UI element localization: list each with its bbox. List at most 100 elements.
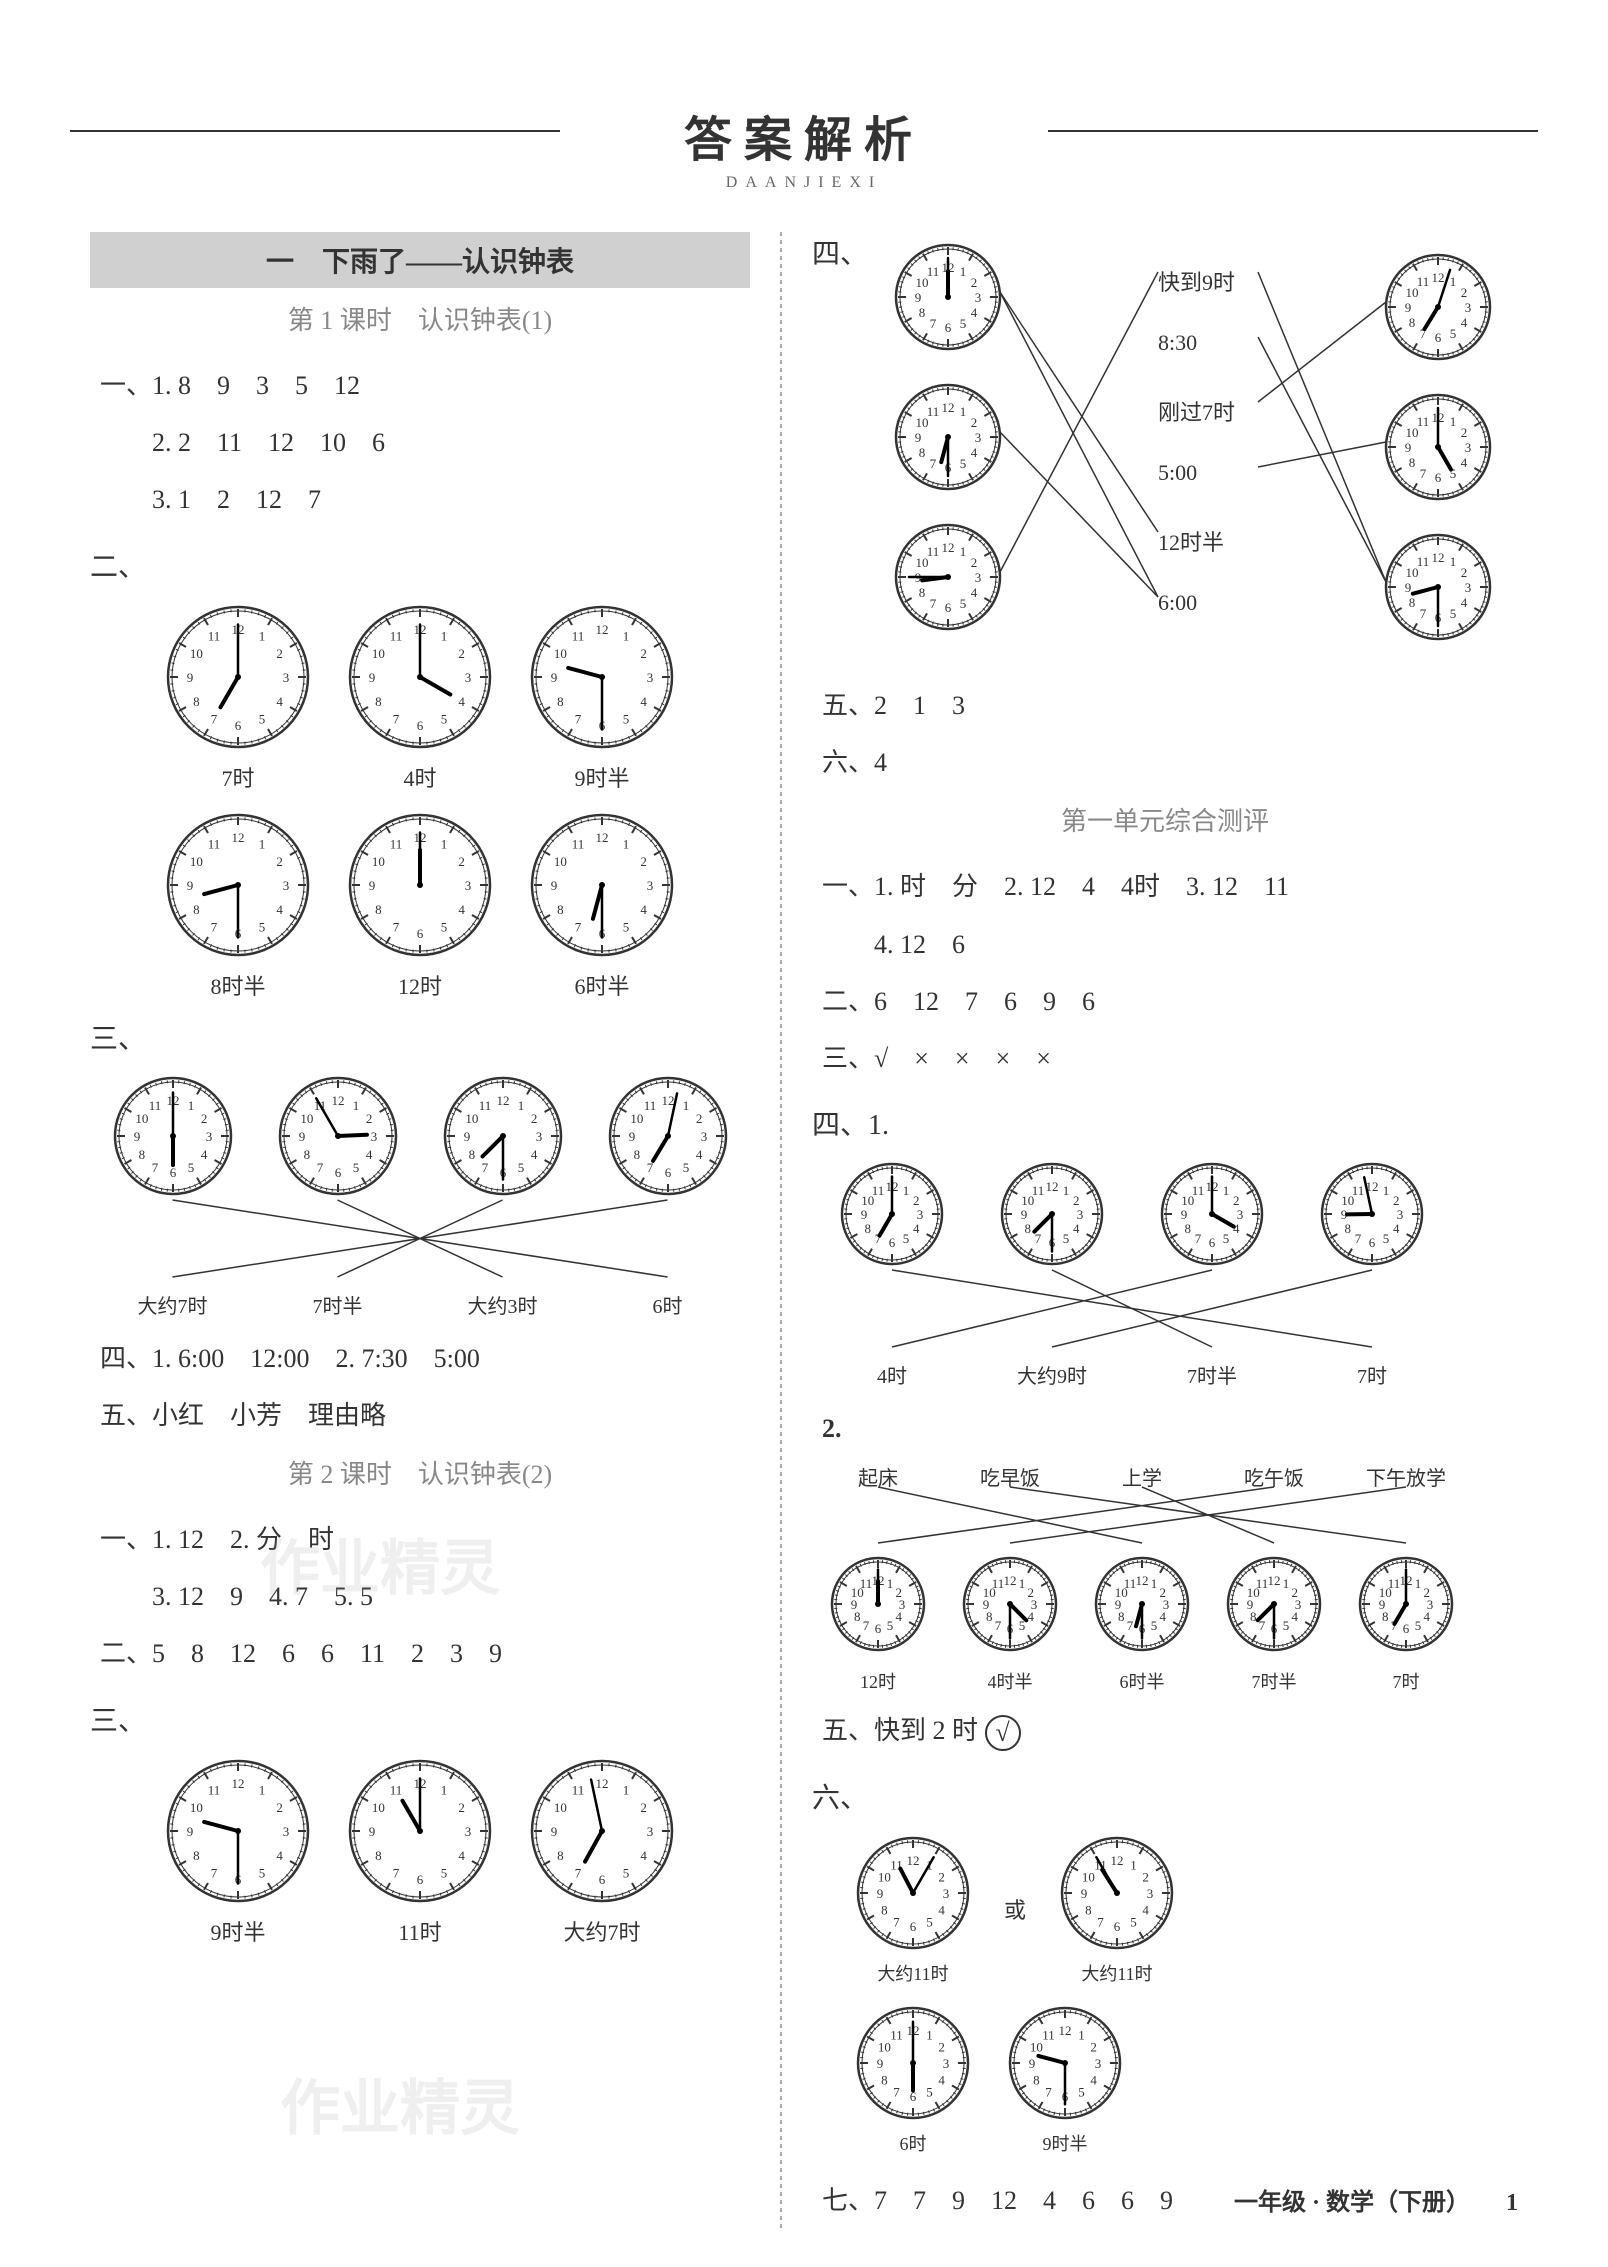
match-mid-label: 5:00 (1158, 460, 1197, 486)
answer-line: 一、1. 时 分 2. 12 4 4时 3. 12 11 (812, 858, 1518, 915)
svg-text:6: 6 (945, 600, 952, 615)
svg-text:2: 2 (530, 1111, 537, 1126)
svg-text:12: 12 (1135, 1573, 1148, 1588)
svg-text:2: 2 (458, 854, 465, 869)
svg-text:8: 8 (919, 305, 926, 320)
svg-text:11: 11 (1032, 1183, 1045, 1198)
svg-text:10: 10 (1082, 1869, 1095, 1884)
svg-text:3: 3 (283, 878, 290, 893)
svg-text:1: 1 (259, 1782, 266, 1797)
svg-text:4: 4 (1090, 2072, 1097, 2087)
svg-text:4: 4 (1160, 1609, 1167, 1624)
clock-label: 8时半 (162, 969, 314, 1001)
svg-text:11: 11 (1192, 1183, 1205, 1198)
svg-text:4: 4 (276, 1848, 283, 1863)
svg-text:2: 2 (971, 415, 978, 430)
svg-text:4: 4 (640, 694, 647, 709)
svg-text:7: 7 (393, 919, 400, 934)
check-circle: √ (985, 1715, 1021, 1751)
match-mid-label: 12时半 (1158, 525, 1224, 557)
svg-text:7: 7 (211, 1865, 218, 1880)
svg-text:1: 1 (352, 1097, 359, 1112)
svg-text:10: 10 (878, 1869, 891, 1884)
q4-1-label: 四、1. (812, 1103, 1518, 1143)
matching-diagram: 起床吃早饭上学吃午饭下午放学 123456789101112 123456789… (812, 1457, 1518, 1702)
svg-text:5: 5 (1130, 1914, 1137, 1929)
svg-text:10: 10 (372, 1800, 385, 1815)
svg-text:5: 5 (1450, 606, 1457, 621)
svg-text:6: 6 (417, 1872, 424, 1887)
clock-item: 123456789101112 7时 (162, 601, 314, 793)
svg-text:5: 5 (1063, 1231, 1070, 1246)
svg-text:11: 11 (572, 628, 585, 643)
clock-item: 123456789101112 大约7时 (526, 1755, 678, 1947)
svg-text:1: 1 (926, 2027, 933, 2042)
q5-line: 五、快到 2 时 √ (812, 1702, 1518, 1759)
svg-text:12: 12 (1432, 270, 1445, 285)
svg-text:12: 12 (596, 1776, 609, 1791)
clock-icon: 123456789101112 (344, 601, 496, 753)
svg-text:12: 12 (1003, 1573, 1016, 1588)
page-footer: 一年级 · 数学（下册） 1 (1234, 2182, 1518, 2217)
page-number: 1 (1506, 2190, 1518, 2216)
match-top-label: 吃早饭 (944, 1462, 1076, 1491)
svg-text:11: 11 (478, 1097, 491, 1112)
svg-text:5: 5 (623, 919, 630, 934)
svg-text:8: 8 (193, 1848, 200, 1863)
svg-text:8: 8 (375, 902, 382, 917)
svg-text:7: 7 (151, 1160, 158, 1175)
clock-label: 9时半 (1004, 2130, 1126, 2156)
left-column: 一 下雨了——认识钟表 第 1 课时 认识钟表(1) 一、1. 8 9 3 5 … (70, 232, 770, 2229)
svg-text:4: 4 (913, 1221, 920, 1236)
svg-text:3: 3 (700, 1129, 707, 1144)
svg-text:3: 3 (943, 1886, 950, 1901)
unit-test-title: 第一单元综合测评 (812, 801, 1518, 838)
svg-text:6: 6 (664, 1165, 671, 1180)
svg-text:5: 5 (960, 456, 967, 471)
svg-text:7: 7 (1097, 1914, 1104, 1929)
svg-text:1: 1 (960, 404, 967, 419)
svg-text:11: 11 (643, 1097, 656, 1112)
match-top-label: 吃午饭 (1208, 1462, 1340, 1491)
svg-text:8: 8 (1409, 455, 1416, 470)
clock-icon: 123456789101112 (604, 1072, 732, 1200)
svg-text:5: 5 (187, 1160, 194, 1175)
clock-icon: 123456789101112 (826, 1552, 930, 1656)
svg-text:4: 4 (971, 585, 978, 600)
svg-text:7: 7 (1195, 1231, 1202, 1246)
svg-text:5: 5 (1151, 1618, 1158, 1633)
svg-text:11: 11 (860, 1577, 873, 1592)
svg-text:1: 1 (960, 264, 967, 279)
svg-text:4: 4 (1461, 455, 1468, 470)
clock-item: 123456789101112 9时半 (1004, 2002, 1126, 2156)
svg-text:4: 4 (1028, 1609, 1035, 1624)
two-column-layout: 一 下雨了——认识钟表 第 1 课时 认识钟表(1) 一、1. 8 9 3 5 … (70, 232, 1538, 2229)
clock-label: 12时 (344, 969, 496, 1001)
svg-text:5: 5 (623, 711, 630, 726)
svg-text:9: 9 (861, 1207, 868, 1222)
svg-text:3: 3 (1465, 580, 1472, 595)
match-label: 7时半 (1132, 1360, 1292, 1389)
svg-text:3: 3 (975, 430, 982, 445)
svg-text:12: 12 (1267, 1573, 1280, 1588)
q6-label: 六、 (812, 1776, 1518, 1816)
svg-text:5: 5 (682, 1160, 689, 1175)
clock-icon: 123456789101112 (1222, 1552, 1326, 1656)
svg-text:6: 6 (1209, 1235, 1216, 1250)
svg-text:4: 4 (200, 1147, 207, 1162)
svg-text:9: 9 (187, 1824, 194, 1839)
svg-text:3: 3 (1077, 1207, 1084, 1222)
svg-text:5: 5 (441, 1865, 448, 1880)
svg-text:2: 2 (1461, 425, 1468, 440)
clock-label: 7时 (1340, 1668, 1472, 1694)
svg-text:11: 11 (1417, 554, 1430, 569)
svg-text:7: 7 (211, 919, 218, 934)
match-label: 7时半 (255, 1290, 420, 1319)
answer-line: 3. 12 9 4. 7 5. 5 (90, 1568, 750, 1625)
match-mid-label: 6:00 (1158, 590, 1197, 616)
svg-text:5: 5 (1415, 1618, 1422, 1633)
svg-text:1: 1 (1223, 1183, 1230, 1198)
svg-text:9: 9 (551, 878, 558, 893)
svg-text:11: 11 (1042, 2027, 1055, 2042)
svg-text:4: 4 (365, 1147, 372, 1162)
